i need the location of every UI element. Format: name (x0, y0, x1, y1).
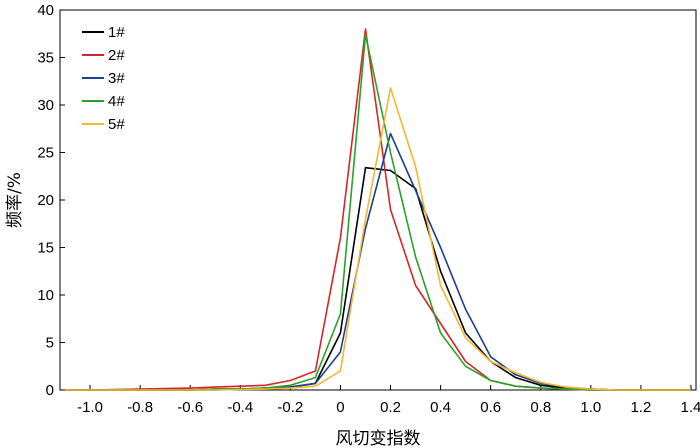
x-tick-label: 0.8 (530, 399, 551, 416)
y-tick-label: 25 (37, 145, 54, 162)
series-lines (65, 28, 691, 391)
y-tick-label: 40 (37, 2, 54, 19)
legend-label: 2# (108, 47, 125, 64)
y-tick-label: 20 (37, 192, 54, 209)
x-tick-label: 1.4 (681, 399, 700, 416)
legend-label: 3# (108, 70, 125, 87)
y-tick-label: 10 (37, 287, 54, 304)
x-tick-label: -0.2 (277, 399, 303, 416)
y-tick-label: 30 (37, 97, 54, 114)
series-line-5 (65, 87, 691, 391)
legend-label: 4# (108, 93, 125, 110)
series-line-3 (65, 132, 691, 391)
x-tick-label: -0.8 (127, 399, 153, 416)
y-axis: 0 5 10 15 20 25 30 35 40 (37, 2, 65, 399)
x-axis: -1.0 -0.8 -0.6 -0.4 -0.2 0 0.2 0.4 0.6 0.8 1.0 1.2 1… (77, 385, 700, 416)
plot-frame (59, 9, 697, 391)
series-line-4 (65, 33, 691, 391)
y-axis-title: 频率/% (5, 172, 25, 228)
series-line-2 (65, 28, 691, 391)
x-tick-label: 1.0 (580, 399, 601, 416)
x-tick-label: 0 (336, 399, 344, 416)
y-tick-label: 15 (37, 240, 54, 257)
legend-label: 5# (108, 116, 125, 133)
y-tick-label: 5 (46, 335, 54, 352)
x-tick-label: 0.2 (380, 399, 401, 416)
series-line-1 (65, 166, 691, 391)
x-tick-label: -1.0 (77, 399, 103, 416)
legend-label: 1# (108, 24, 125, 41)
y-tick-label: 35 (37, 50, 54, 67)
x-tick-label: 0.4 (430, 399, 451, 416)
x-tick-label: 1.2 (630, 399, 651, 416)
y-tick-label: 0 (46, 382, 54, 399)
x-tick-label: -0.6 (177, 399, 203, 416)
x-tick-label: -0.4 (227, 399, 253, 416)
legend: 1# 2# 3# 4# 5# (82, 24, 125, 133)
x-tick-label: 0.6 (480, 399, 501, 416)
x-axis-title: 风切变指数 (336, 429, 421, 448)
